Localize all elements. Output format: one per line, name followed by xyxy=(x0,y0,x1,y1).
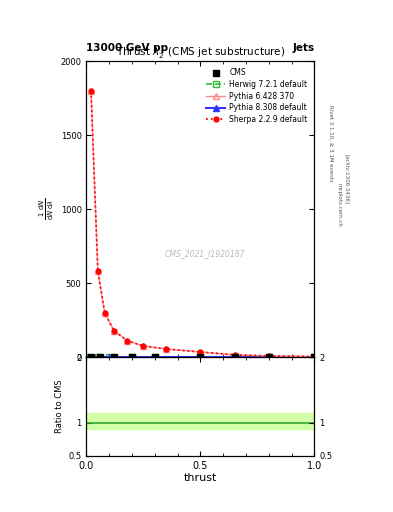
Text: CMS_2021_I1920187: CMS_2021_I1920187 xyxy=(165,249,245,258)
Bar xyxy=(86,413,314,430)
Text: Jets: Jets xyxy=(292,42,314,53)
Text: 13000 GeV pp: 13000 GeV pp xyxy=(86,42,169,53)
Y-axis label: $\frac{1}{\mathrm{d}N}\frac{\mathrm{d}N}{\mathrm{d}\lambda}$: $\frac{1}{\mathrm{d}N}\frac{\mathrm{d}N}… xyxy=(38,198,57,220)
Legend: CMS, Herwig 7.2.1 default, Pythia 6.428 370, Pythia 8.308 default, Sherpa 2.2.9 : CMS, Herwig 7.2.1 default, Pythia 6.428 … xyxy=(203,65,310,127)
Text: Rivet 3.1.10, ≥ 3.1M events: Rivet 3.1.10, ≥ 3.1M events xyxy=(328,105,333,182)
Y-axis label: Ratio to CMS: Ratio to CMS xyxy=(55,379,64,433)
Text: [arXiv:1306.3436]: [arXiv:1306.3436] xyxy=(344,154,349,204)
Title: Thrust $\lambda_2^1$ (CMS jet substructure): Thrust $\lambda_2^1$ (CMS jet substructu… xyxy=(116,45,285,61)
Text: mcplots.cern.ch: mcplots.cern.ch xyxy=(336,183,341,227)
X-axis label: thrust: thrust xyxy=(184,473,217,483)
